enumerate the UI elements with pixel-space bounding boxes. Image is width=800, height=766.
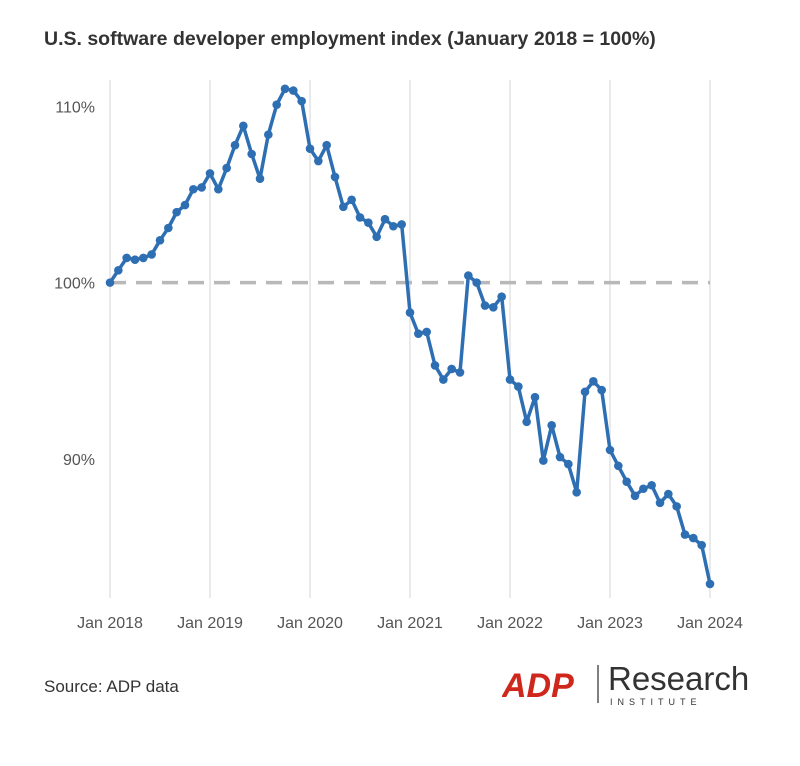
- data-point: [255, 174, 265, 183]
- x-tick-label: Jan 2018: [77, 615, 143, 632]
- data-point: [522, 417, 531, 427]
- data-point: [205, 169, 215, 178]
- data-point: [297, 96, 306, 106]
- data-point: [147, 250, 156, 259]
- data-point: [414, 329, 423, 339]
- data-point: [589, 376, 598, 386]
- adp-research-logo: ADP Research INSTITUTE: [502, 660, 749, 707]
- data-point: [614, 461, 623, 471]
- data-point: [555, 452, 565, 462]
- data-point: [389, 221, 398, 231]
- data-point: [155, 236, 165, 245]
- x-tick-label: Jan 2019: [177, 615, 243, 632]
- data-point: [455, 368, 465, 377]
- data-point: [364, 218, 373, 228]
- data-point: [447, 364, 456, 374]
- data-point: [222, 163, 231, 173]
- data-point: [122, 253, 131, 263]
- y-tick-label: 110%: [55, 99, 95, 116]
- data-point: [405, 308, 415, 317]
- data-point: [622, 477, 631, 487]
- data-point: [472, 278, 481, 287]
- data-point: [105, 278, 115, 287]
- data-point: [355, 213, 365, 222]
- data-point: [655, 498, 665, 508]
- data-point: [397, 220, 406, 229]
- y-axis-labels: 90% 100% 110%: [54, 99, 95, 468]
- data-point: [697, 540, 706, 550]
- y-tick-label: 90%: [63, 452, 95, 469]
- data-point: [172, 207, 181, 217]
- data-point: [647, 480, 656, 490]
- data-point: [547, 421, 556, 430]
- x-tick-label: Jan 2024: [677, 615, 743, 632]
- data-point: [322, 140, 331, 150]
- data-point: [214, 184, 223, 194]
- data-point: [689, 533, 698, 543]
- x-tick-label: Jan 2022: [477, 615, 543, 632]
- data-point: [305, 144, 315, 154]
- data-point: [347, 195, 356, 205]
- data-point: [630, 491, 640, 501]
- data-point: [597, 385, 606, 395]
- x-axis-labels: Jan 2018 Jan 2019 Jan 2020 Jan 2021 Jan 2022…: [77, 615, 743, 632]
- data-point: [180, 200, 190, 210]
- logo-name: Research: [608, 660, 749, 697]
- data-point: [197, 183, 206, 192]
- data-point: [580, 387, 590, 397]
- data-point: [605, 445, 615, 455]
- data-point: [639, 484, 648, 494]
- data-point: [380, 214, 390, 224]
- data-point: [130, 255, 140, 265]
- data-point: [672, 502, 681, 511]
- data-point: [189, 184, 198, 194]
- logo-sub: INSTITUTE: [610, 697, 702, 707]
- data-point: [664, 489, 673, 499]
- y-tick-label: 100%: [54, 276, 95, 293]
- data-point: [539, 456, 548, 465]
- data-point: [339, 202, 348, 212]
- data-point: [230, 140, 240, 150]
- data-point: [264, 130, 273, 139]
- data-point: [330, 172, 340, 182]
- data-point: [247, 149, 256, 159]
- data-point: [430, 361, 440, 370]
- data-point: [705, 579, 715, 589]
- data-point: [572, 487, 581, 497]
- data-point: [505, 375, 515, 384]
- data-point: [372, 232, 381, 242]
- data-point: [530, 392, 540, 402]
- data-point: [280, 84, 290, 94]
- x-tick-label: Jan 2021: [377, 615, 443, 632]
- chart-title: U.S. software developer employment index…: [44, 28, 656, 50]
- data-point: [164, 223, 173, 233]
- series-group: [105, 84, 715, 589]
- data-point: [422, 327, 431, 337]
- x-tick-label: Jan 2020: [277, 615, 343, 632]
- data-point: [680, 530, 690, 539]
- data-point: [564, 459, 573, 469]
- source-note: Source: ADP data: [44, 677, 179, 696]
- data-point: [514, 382, 523, 391]
- logo-brand: ADP: [502, 667, 574, 705]
- data-point: [464, 271, 473, 280]
- data-point: [139, 253, 148, 263]
- grid-lines: [109, 80, 711, 598]
- data-point: [439, 375, 448, 384]
- data-point: [114, 265, 123, 275]
- data-point: [289, 86, 298, 95]
- data-point: [497, 292, 506, 302]
- data-point: [239, 121, 248, 131]
- data-point: [314, 156, 323, 166]
- data-point: [272, 100, 281, 109]
- data-point: [489, 302, 498, 312]
- x-tick-label: Jan 2023: [577, 615, 643, 632]
- data-point: [480, 301, 490, 310]
